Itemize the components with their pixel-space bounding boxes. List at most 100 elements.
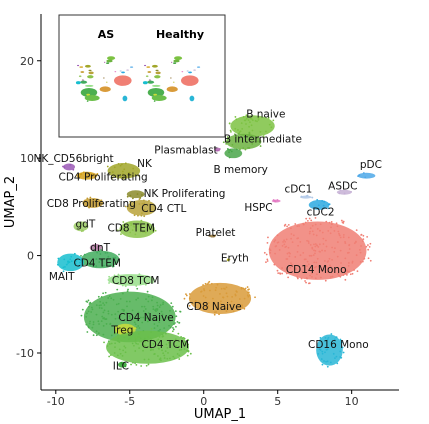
cell-point — [355, 229, 358, 231]
cluster-label-gdt: gdT — [76, 218, 96, 230]
cell-point — [247, 291, 250, 294]
cell-point — [139, 316, 142, 319]
cell-point — [331, 258, 333, 261]
cell-point — [304, 280, 306, 282]
cluster-label-nk-proliferating: NK Proliferating — [144, 188, 226, 200]
cell-point — [325, 265, 328, 268]
cell-point — [337, 230, 340, 233]
cell-point — [242, 115, 245, 118]
cell-point — [171, 330, 174, 333]
cell-point — [128, 315, 131, 318]
cell-point — [106, 251, 109, 254]
cell-point — [105, 301, 108, 304]
cell-point — [123, 224, 126, 227]
cell-point — [234, 294, 237, 297]
cell-point — [309, 227, 312, 230]
cell-point — [306, 277, 308, 280]
cell-point — [362, 234, 365, 237]
cell-point — [344, 278, 347, 281]
cell-point — [306, 194, 309, 197]
cell-point — [339, 338, 342, 341]
cell-point — [109, 264, 112, 267]
cell-point — [126, 290, 129, 293]
cell-point — [100, 307, 103, 310]
cell-point — [225, 143, 228, 145]
cell-point — [122, 362, 124, 365]
cell-point — [207, 302, 210, 304]
cell-point — [117, 177, 120, 180]
cell-point — [262, 135, 265, 138]
inset-cluster-hspc — [181, 71, 184, 73]
cell-point — [108, 275, 111, 278]
cell-point — [162, 352, 165, 355]
cell-point — [110, 342, 113, 345]
cell-point — [240, 122, 243, 125]
cell-point — [125, 312, 128, 315]
cell-point — [321, 231, 324, 234]
cell-point — [134, 350, 137, 352]
cell-point — [92, 249, 95, 252]
cell-point — [276, 199, 279, 201]
cell-point — [89, 263, 92, 266]
cell-point — [349, 273, 352, 276]
cell-point — [306, 265, 308, 267]
cluster-points — [56, 114, 376, 368]
cell-point — [329, 276, 332, 278]
cell-point — [108, 355, 111, 358]
inset-cluster-nk-cd56bright — [76, 64, 80, 67]
cell-point — [80, 172, 83, 175]
cell-point — [185, 294, 188, 297]
cell-point — [359, 251, 362, 254]
cell-point — [105, 323, 108, 325]
cluster-body-pdc — [357, 172, 376, 179]
cell-point — [165, 343, 168, 346]
cell-point — [113, 352, 116, 354]
cell-point — [284, 246, 287, 248]
cluster-label-cd8-tem: CD8 TEM — [107, 222, 155, 234]
cell-point — [320, 358, 323, 360]
cell-point — [147, 300, 150, 303]
cell-point — [145, 364, 148, 367]
cell-point — [142, 316, 145, 319]
cell-point — [229, 149, 232, 151]
cell-point — [266, 260, 269, 262]
cell-point — [148, 199, 150, 202]
cell-point — [325, 245, 328, 248]
cluster-body-cd4-tcm — [106, 330, 189, 364]
cell-point — [369, 242, 372, 245]
inset-cluster-cd4-tcm — [84, 94, 100, 101]
cell-point — [324, 336, 327, 339]
cell-point — [247, 295, 250, 298]
cell-point — [297, 244, 300, 247]
cluster-body-nk-cd56bright — [63, 163, 76, 171]
cell-point — [97, 332, 100, 335]
cell-point — [114, 346, 116, 349]
cell-point — [294, 256, 297, 258]
cell-point — [338, 192, 341, 195]
cell-point — [137, 174, 140, 177]
cell-point — [228, 151, 230, 154]
cell-point — [256, 120, 258, 123]
cell-point — [108, 295, 111, 298]
cell-point — [152, 308, 155, 311]
cluster-label-b-naive: B naive — [246, 108, 285, 120]
cell-point — [199, 301, 201, 304]
cell-point — [128, 300, 131, 303]
cell-point — [118, 253, 120, 256]
cell-point — [188, 304, 191, 307]
cell-point — [325, 360, 327, 363]
cell-point — [336, 241, 339, 243]
inset-cluster-cd8-naive — [166, 86, 178, 93]
cell-point — [100, 320, 103, 323]
cell-point — [313, 261, 316, 264]
cell-point — [163, 354, 166, 357]
cell-point — [150, 338, 153, 340]
cell-point — [316, 198, 319, 201]
cluster-nk — [106, 162, 141, 180]
cell-point — [339, 236, 342, 239]
cell-point — [82, 171, 85, 174]
cell-point — [67, 260, 70, 263]
cell-point — [317, 352, 320, 355]
cell-point — [141, 202, 144, 205]
cell-point — [84, 199, 87, 202]
